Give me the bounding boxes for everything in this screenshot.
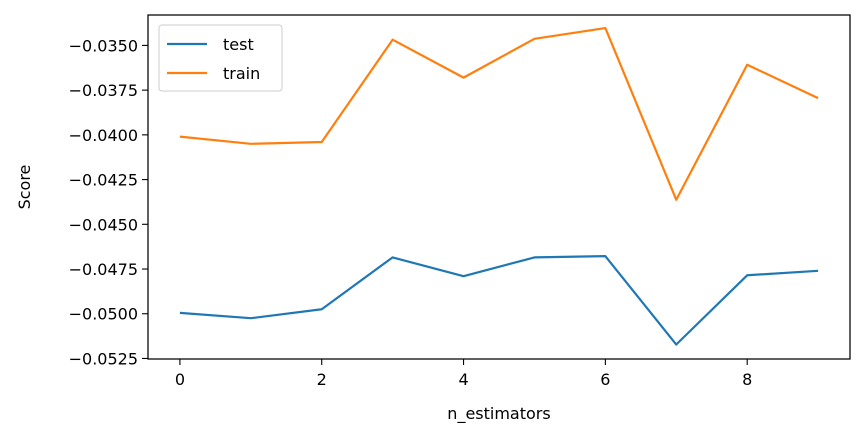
- x-tick-label: 4: [458, 370, 468, 389]
- series-line-test: [179, 255, 819, 346]
- x-axis-ticks: 0 2 4 6 8: [175, 359, 752, 389]
- legend-label-train: train: [223, 64, 260, 83]
- y-tick-label: −0.0450: [69, 215, 138, 234]
- y-tick-label: −0.0500: [69, 305, 138, 324]
- x-tick-label: 8: [742, 370, 752, 389]
- legend-box: [158, 24, 283, 92]
- series-line-train: [179, 26, 819, 201]
- plot-lines: [179, 26, 819, 346]
- x-tick-label: 2: [317, 370, 327, 389]
- y-axis-label: Score: [15, 165, 34, 210]
- y-tick-label: −0.0475: [69, 260, 138, 279]
- y-tick-label: −0.0350: [69, 36, 138, 55]
- legend: test train: [158, 24, 283, 92]
- legend-label-test: test: [223, 35, 254, 54]
- y-tick-label: −0.0425: [69, 171, 138, 190]
- plot-frame: [147, 14, 851, 360]
- y-tick-label: −0.0525: [69, 349, 138, 368]
- y-tick-label: −0.0400: [69, 126, 138, 145]
- x-tick-label: 0: [175, 370, 185, 389]
- x-axis-label: n_estimators: [447, 404, 550, 424]
- x-tick-label: 6: [600, 370, 610, 389]
- y-tick-label: −0.0375: [69, 81, 138, 100]
- y-axis-ticks: −0.0350 −0.0375 −0.0400 −0.0425 −0.0450 −0.04…: [69, 36, 148, 368]
